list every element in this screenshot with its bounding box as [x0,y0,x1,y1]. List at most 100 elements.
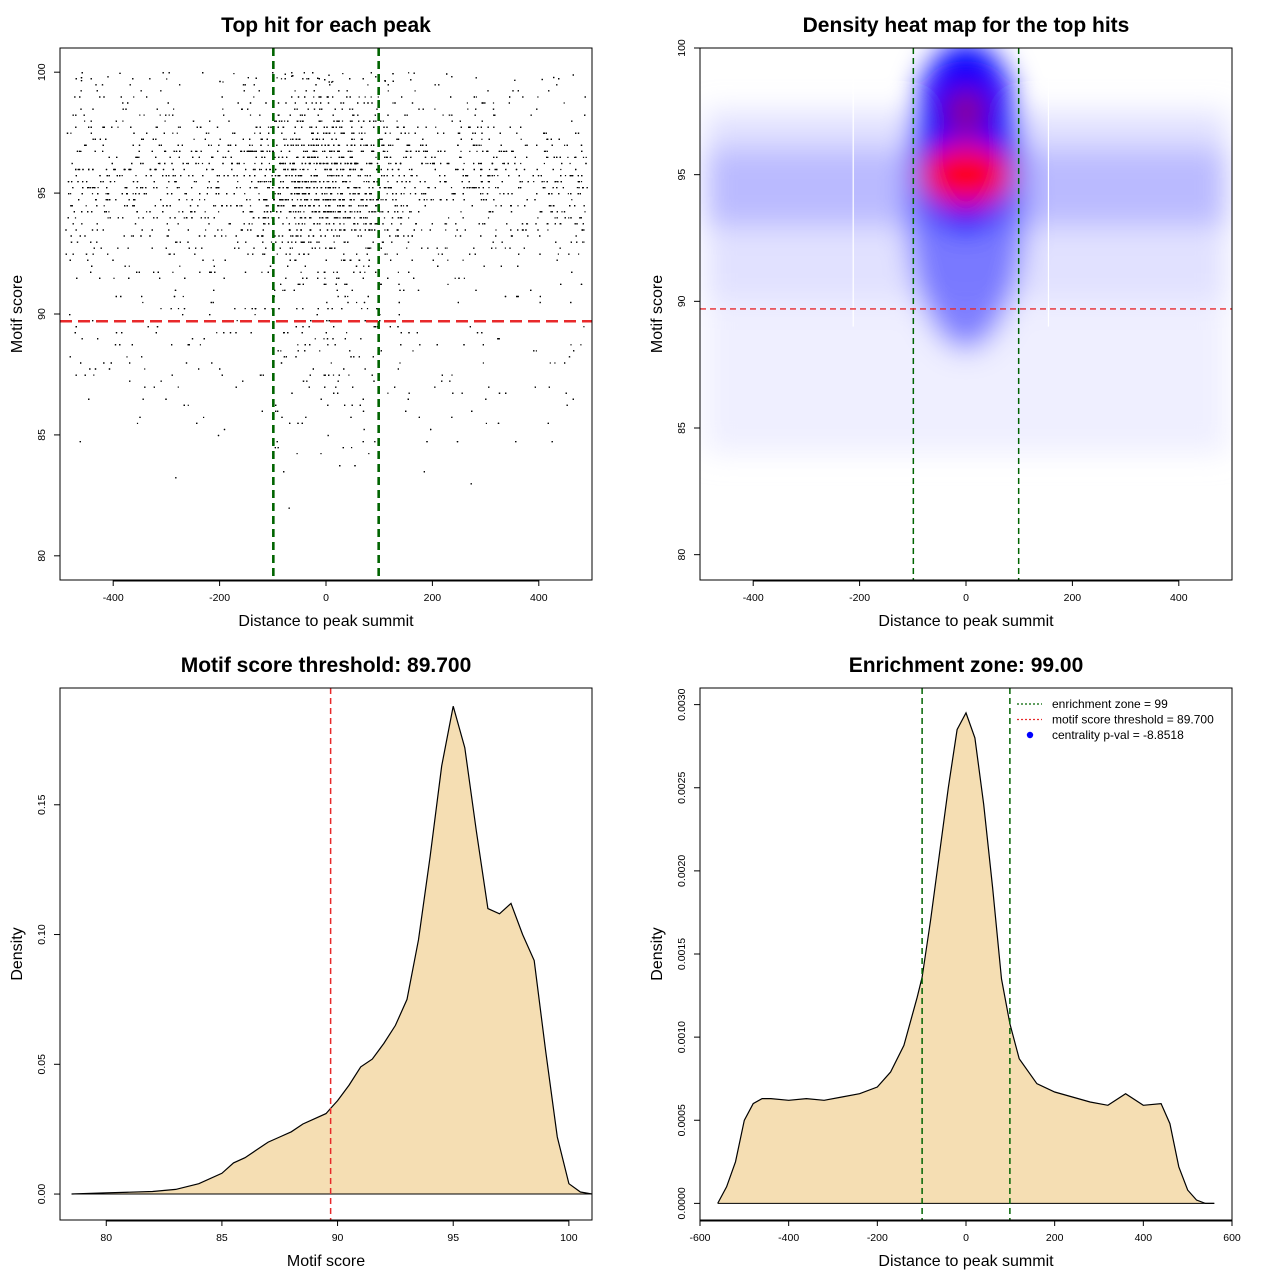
scatter-point [469,150,471,152]
scatter-point [367,84,369,86]
scatter-point [482,193,484,195]
scatter-point [343,223,345,225]
scatter-point [326,193,328,195]
scatter-point [354,211,356,213]
scatter-point [376,205,378,207]
scatter-point [328,181,330,183]
scatter-point [525,229,527,231]
scatter-point [543,181,545,183]
scatter-point [504,150,506,152]
scatter-point [168,114,170,116]
scatter-point [460,211,462,213]
scatter-point [480,144,482,146]
scatter-point [254,162,256,165]
scatter-point [178,187,180,189]
scatter-point [543,162,545,165]
scatter-point [333,175,335,177]
scatter-point [568,217,570,219]
scatter-point [330,211,333,213]
scatter-point [222,108,224,110]
scatter-point [381,144,383,146]
scatter-point [576,187,578,189]
scatter-point [408,72,410,74]
scatter-point [212,168,214,171]
scatter-point [370,96,372,98]
scatter-point [402,205,405,207]
scatter-point [338,144,341,146]
scatter-point [578,253,580,255]
scatter-point [332,374,335,376]
scatter-point [310,199,312,201]
scatter-point [254,314,256,316]
scatter-point [280,350,282,352]
scatter-point [551,211,553,213]
scatter-point [555,181,557,183]
scatter-point [177,386,179,388]
scatter-point [382,199,384,201]
scatter-point [330,362,332,364]
scatter-point [334,132,336,134]
scatter-point [294,90,296,92]
scatter-point [319,350,321,352]
scatter-point [318,138,321,140]
scatter-point [492,102,495,104]
scatter-point [225,235,227,237]
scatter-point [466,102,468,104]
scatter-point [449,114,451,116]
scatter-point [239,205,241,207]
scatter-point [549,362,551,364]
scatter-point [324,162,326,165]
scatter-point [184,193,186,195]
scatter-point [233,73,235,75]
scatter-point [535,350,537,352]
scatter-point [276,77,278,79]
scatter-point [360,205,362,207]
scatter-point [493,175,495,177]
scatter-point [292,211,295,213]
scatter-point [279,162,281,165]
scatter-point [296,193,298,195]
scatter-point [396,120,398,122]
scatter-point [351,211,353,213]
scatter-point [363,265,365,267]
scatter-point [249,114,252,116]
scatter-point [389,132,391,134]
scatter-point [322,150,324,152]
scatter-point [408,168,411,171]
scatter-point [214,205,217,207]
scatter-point [251,144,253,146]
scatter-point [203,416,205,418]
scatter-point [136,422,139,424]
scatter-point [520,162,522,165]
scatter-point [318,211,320,213]
scatter-point [381,211,383,213]
scatter-point [177,308,180,310]
plot-area [60,48,592,580]
scatter-point [177,126,180,128]
scatter-point [380,199,382,201]
scatter-point [80,150,82,152]
scatter-point [585,156,587,158]
scatter-point [249,199,251,201]
scatter-point [193,181,195,183]
scatter-point [370,247,372,249]
scatter-point [222,81,224,83]
scatter-point [427,187,429,189]
scatter-point [172,271,174,273]
scatter-point [146,211,148,213]
scatter-point [571,199,573,201]
scatter-point [386,253,388,255]
scatter-point [375,211,377,213]
scatter-point [414,90,416,92]
scatter-point [286,199,288,201]
scatter-point [358,96,360,98]
scatter-point [520,138,522,140]
scatter-point [157,162,160,165]
scatter-point [495,187,497,189]
scatter-point [402,211,404,213]
scatter-point [182,295,184,298]
scatter-point [582,241,584,243]
scatter-point [377,96,379,98]
